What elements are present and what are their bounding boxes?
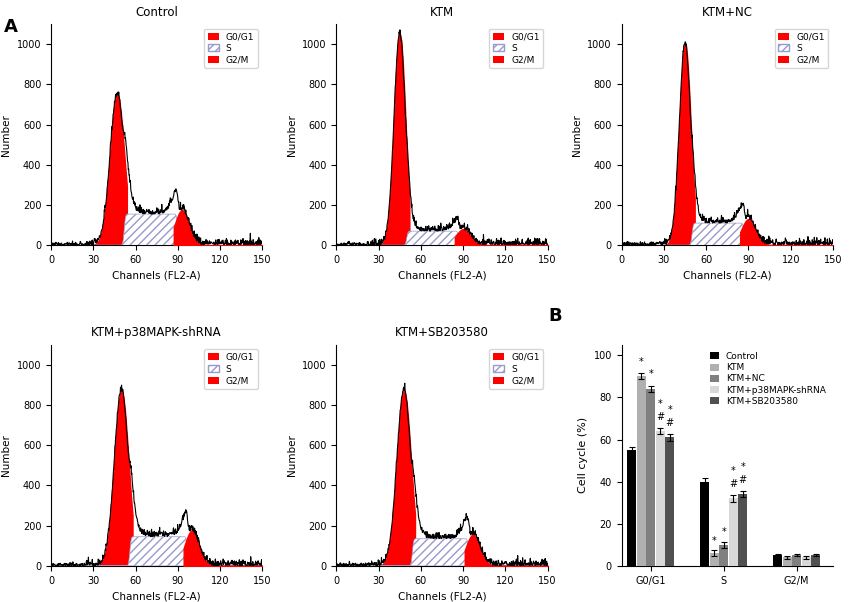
Text: *: * <box>639 357 643 367</box>
Title: KTM+p38MAPK-shRNA: KTM+p38MAPK-shRNA <box>91 326 222 340</box>
Bar <box>738 494 747 566</box>
Y-axis label: Number: Number <box>1 114 11 155</box>
Bar <box>655 431 665 566</box>
Title: KTM+SB203580: KTM+SB203580 <box>395 326 489 340</box>
Text: #: # <box>666 418 674 428</box>
Legend: G0/G1, S, G2/M: G0/G1, S, G2/M <box>490 28 543 68</box>
Y-axis label: Number: Number <box>286 435 297 476</box>
Bar <box>666 438 674 566</box>
Y-axis label: Number: Number <box>572 114 582 155</box>
Legend: G0/G1, S, G2/M: G0/G1, S, G2/M <box>774 28 829 68</box>
Text: #: # <box>656 412 665 421</box>
Text: #: # <box>729 479 737 489</box>
Legend: G0/G1, S, G2/M: G0/G1, S, G2/M <box>490 349 543 389</box>
Bar <box>811 556 820 566</box>
Legend: Control, KTM, KTM+NC, KTM+p38MAPK-shRNA, KTM+SB203580: Control, KTM, KTM+NC, KTM+p38MAPK-shRNA,… <box>707 349 829 409</box>
Bar <box>792 556 801 566</box>
Y-axis label: Number: Number <box>286 114 297 155</box>
Bar <box>637 376 646 566</box>
Text: *: * <box>731 467 735 476</box>
Text: *: * <box>658 399 663 409</box>
X-axis label: Channels (FL2-A): Channels (FL2-A) <box>398 270 486 281</box>
Text: *: * <box>649 370 653 379</box>
Bar <box>646 389 655 566</box>
Legend: G0/G1, S, G2/M: G0/G1, S, G2/M <box>204 349 258 389</box>
X-axis label: Channels (FL2-A): Channels (FL2-A) <box>112 591 201 601</box>
Text: #: # <box>739 475 746 485</box>
Text: *: * <box>667 405 672 415</box>
Bar <box>774 556 782 566</box>
Y-axis label: Number: Number <box>1 435 11 476</box>
Title: KTM+NC: KTM+NC <box>702 6 753 19</box>
Bar <box>627 450 637 566</box>
Bar <box>700 482 709 566</box>
X-axis label: Channels (FL2-A): Channels (FL2-A) <box>112 270 201 281</box>
Bar <box>719 545 728 566</box>
X-axis label: Channels (FL2-A): Channels (FL2-A) <box>683 270 772 281</box>
Bar <box>783 557 791 566</box>
Bar <box>728 498 738 566</box>
Bar <box>710 553 719 566</box>
Text: *: * <box>722 527 726 538</box>
Y-axis label: Cell cycle (%): Cell cycle (%) <box>578 417 588 494</box>
Text: *: * <box>711 536 717 546</box>
X-axis label: Channels (FL2-A): Channels (FL2-A) <box>398 591 486 601</box>
Title: KTM: KTM <box>430 6 454 19</box>
Text: B: B <box>548 307 562 325</box>
Bar <box>802 557 811 566</box>
Title: Control: Control <box>135 6 178 19</box>
Text: *: * <box>740 462 745 472</box>
Text: A: A <box>4 18 18 36</box>
Legend: G0/G1, S, G2/M: G0/G1, S, G2/M <box>204 28 258 68</box>
